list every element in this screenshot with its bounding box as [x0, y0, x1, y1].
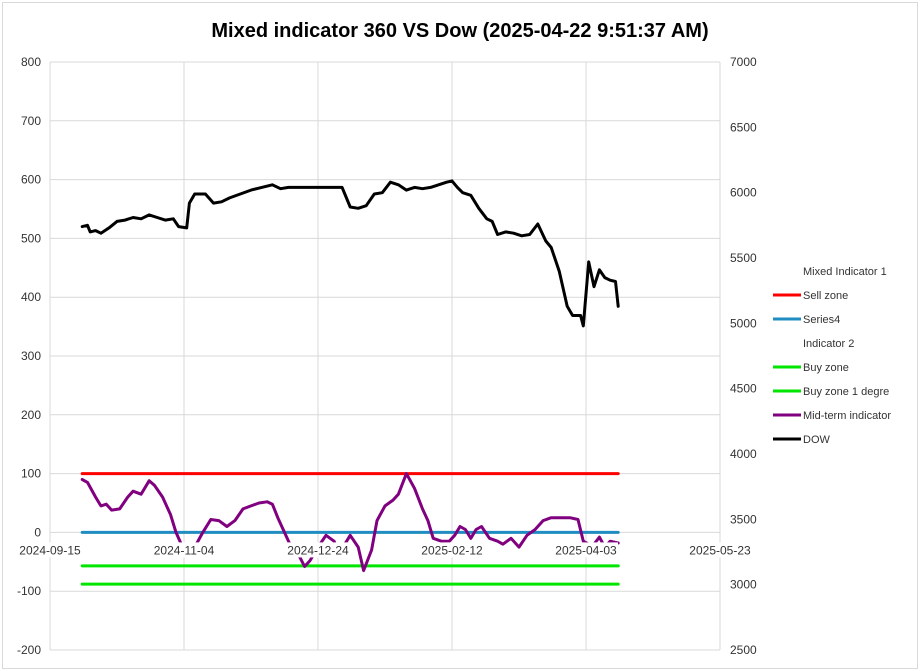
left-tick-label: 400: [21, 290, 41, 304]
x-tick-label: 2025-02-12: [421, 543, 483, 557]
left-tick-label: 800: [21, 55, 41, 69]
gridlines: [49, 61, 721, 651]
right-tick-label: 5000: [730, 316, 757, 330]
right-tick-label: 3000: [730, 578, 757, 592]
right-tick-label: 7000: [730, 55, 757, 69]
x-tick-label-bg: [152, 542, 216, 558]
left-tick-label: 0: [34, 525, 41, 539]
x-tick-label-bg: [286, 542, 350, 558]
series-mid-term-indicator: [80, 472, 620, 573]
legend-label: DOW: [803, 434, 831, 446]
left-tick-label: 700: [21, 114, 41, 128]
legend-label: Buy zone: [803, 362, 849, 374]
x-tick-label-bg: [18, 542, 82, 558]
left-axis-ticks: 800 700 600 500 400 300 200 100 0 -100 -200: [17, 55, 41, 657]
left-tick-label: 600: [21, 173, 41, 187]
x-tick-label-bg: [554, 542, 618, 558]
left-tick-label: 100: [21, 467, 41, 481]
legend: Mixed Indicator 1 Sell zone Series4 Indicat…: [773, 266, 891, 446]
x-tick-label: 2025-05-23: [689, 543, 751, 557]
x-tick-label: 2024-12-24: [287, 543, 349, 557]
legend-label: Buy zone 1 degre: [803, 386, 889, 398]
series-layer: [80, 179, 620, 586]
right-tick-label: 2500: [730, 643, 757, 657]
x-axis-ticks: 2024-09-15 2024-11-04 2024-12-24 2025-02-12…: [18, 542, 752, 558]
left-tick-label: 300: [21, 349, 41, 363]
right-tick-label: 6000: [730, 186, 757, 200]
legend-label: Sell zone: [803, 290, 848, 302]
legend-label: Series4: [803, 314, 840, 326]
x-tick-label-bg: [688, 542, 752, 558]
series-dow: [80, 179, 620, 328]
left-tick-label: -200: [17, 643, 41, 657]
x-tick-label: 2025-04-03: [555, 543, 617, 557]
right-tick-label: 6500: [730, 120, 757, 134]
chart-title: Mixed indicator 360 VS Dow (2025-04-22 9…: [211, 20, 709, 42]
right-tick-label: 5500: [730, 251, 757, 265]
right-tick-label: 4000: [730, 447, 757, 461]
right-tick-label: 3500: [730, 512, 757, 526]
left-tick-label: -100: [17, 584, 41, 598]
legend-label: Mixed Indicator 1: [803, 266, 887, 278]
legend-label: Mid-term indicator: [803, 410, 891, 422]
left-tick-label: 500: [21, 231, 41, 245]
x-tick-label-bg: [420, 542, 484, 558]
right-tick-label: 4500: [730, 382, 757, 396]
x-tick-label: 2024-11-04: [154, 543, 215, 557]
left-tick-label: 200: [21, 408, 41, 422]
right-axis-ticks: 7000 6500 6000 5500 5000 4500 4000 3500 3000 2500: [730, 55, 757, 657]
x-tick-label: 2024-09-15: [19, 543, 81, 557]
legend-label: Indicator 2: [803, 338, 854, 350]
